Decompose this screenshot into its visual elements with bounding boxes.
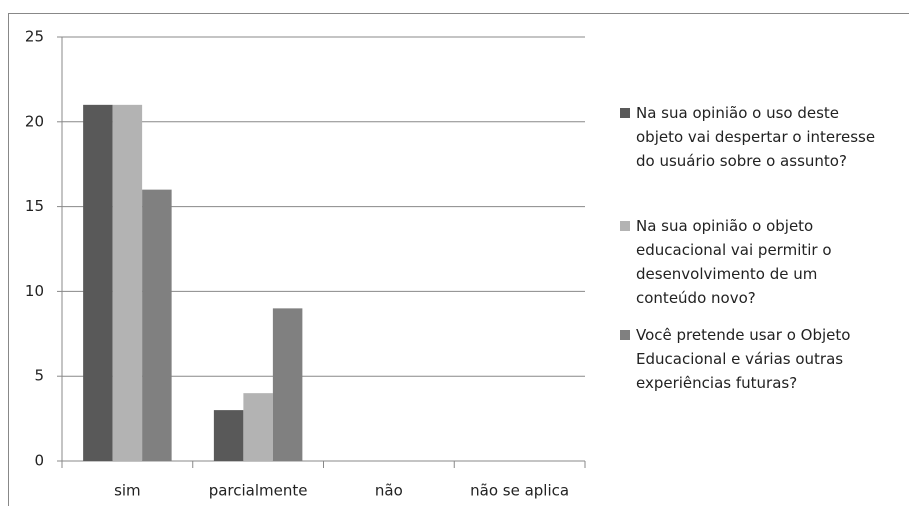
y-tick-label: 10 [25,282,44,300]
legend-label: Na sua opinião o objeto educacional vai … [636,217,832,307]
y-tick-label: 0 [34,452,44,470]
legend-label: Na sua opinião o uso deste objeto vai de… [636,104,876,170]
bar [83,104,113,461]
x-tick-label: não [375,482,403,500]
legend-swatch [620,330,630,340]
bar [142,189,172,461]
bar [112,104,143,461]
bar [272,308,303,461]
x-tick-label: não se aplica [470,482,569,500]
x-tick-label: sim [114,482,141,500]
y-tick-label: 15 [25,197,44,215]
legend-item: Você pretende usar o Objeto Educacional … [620,323,885,395]
legend-swatch [620,221,630,231]
legend-item: Na sua opinião o uso deste objeto vai de… [620,101,885,173]
bar [213,410,244,461]
y-tick-label: 25 [25,28,44,46]
y-tick-label: 20 [25,112,44,130]
legend-item: Na sua opinião o objeto educacional vai … [620,214,885,310]
x-tick-label: parcialmente [209,482,308,500]
legend-label: Você pretende usar o Objeto Educacional … [636,326,851,392]
chart-border [8,13,909,506]
legend-swatch [620,108,630,118]
bar [243,393,273,461]
y-tick-label: 5 [34,367,44,385]
